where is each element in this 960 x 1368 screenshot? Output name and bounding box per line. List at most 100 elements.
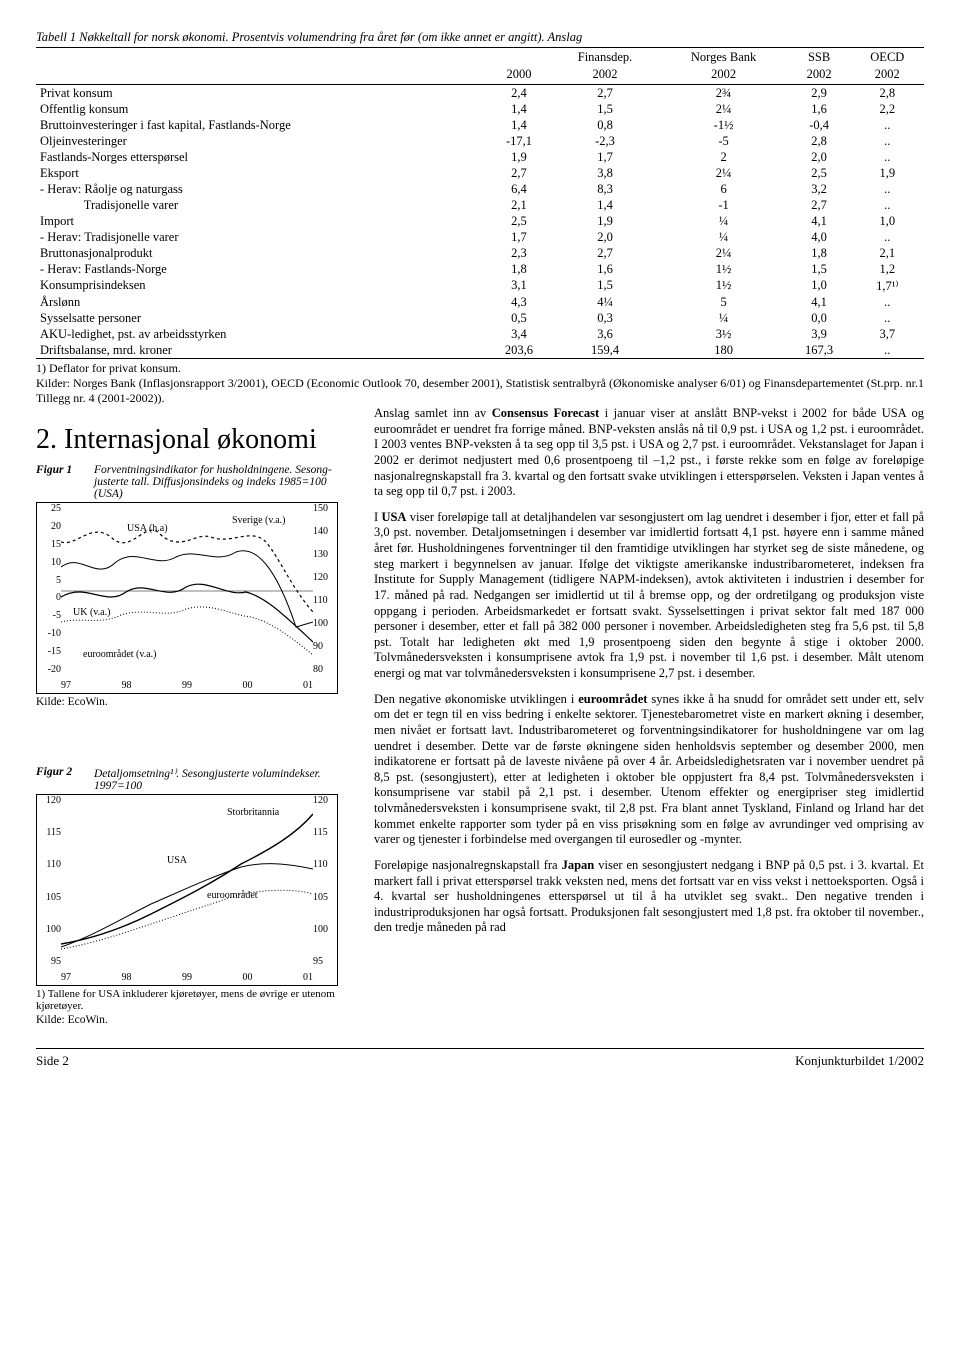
table-cell: 4,1 [788, 294, 851, 310]
figure-2-chart: 12011511010510095 12011511010510095 9798… [36, 794, 338, 986]
table-cell: 1,9 [851, 165, 924, 181]
table-cell: 1,9 [550, 213, 659, 229]
table-cell: 2,7 [550, 85, 659, 102]
table-cell: -2,3 [550, 133, 659, 149]
table-row: Bruttoinvesteringer i fast kapital, Fast… [36, 117, 924, 133]
th: Norges Bank [660, 48, 788, 67]
table-cell: .. [851, 181, 924, 197]
table-cell: 4,3 [487, 294, 550, 310]
figure-2-note: 1) Tallene for USA inkluderer kjøretøyer… [36, 988, 356, 1012]
footnote: Kilder: Norges Bank (Inflasjonsrapport 3… [36, 376, 924, 406]
table-cell: -1 [660, 197, 788, 213]
body-text: Anslag samlet inn av Consensus Forecast … [374, 406, 924, 1026]
table-cell: 3,7 [851, 326, 924, 342]
doc-ref: Konjunkturbildet 1/2002 [795, 1053, 924, 1069]
table-cell: 203,6 [487, 342, 550, 359]
table-cell: 1,0 [851, 213, 924, 229]
table-cell: .. [851, 229, 924, 245]
table-row: Eksport2,73,82¼2,51,9 [36, 165, 924, 181]
table-cell: 1,4 [487, 101, 550, 117]
table-cell: 1,7 [487, 229, 550, 245]
table-cell: 2,8 [788, 133, 851, 149]
table-cell: Import [36, 213, 487, 229]
table-cell: 2 [660, 149, 788, 165]
table-cell: 1,6 [788, 101, 851, 117]
table-cell: 1,8 [788, 245, 851, 261]
table-cell: .. [851, 133, 924, 149]
table-row: Årslønn4,34¼54,1.. [36, 294, 924, 310]
table-cell: 2,0 [550, 229, 659, 245]
table-title: Tabell 1 Nøkkeltall for norsk økonomi. P… [36, 30, 924, 45]
table-cell: 167,3 [788, 342, 851, 359]
table-cell: 1,4 [487, 117, 550, 133]
table-row: Import2,51,9¼4,11,0 [36, 213, 924, 229]
section-heading: 2. Internasjonal økonomi [36, 424, 356, 456]
table-cell: 2¾ [660, 85, 788, 102]
table-cell: 3,8 [550, 165, 659, 181]
table-cell: .. [851, 294, 924, 310]
table-cell: -5 [660, 133, 788, 149]
series-label: euroområdet [207, 890, 258, 901]
table-cell: 2,0 [788, 149, 851, 165]
table-cell: 3,1 [487, 277, 550, 294]
figure-2-source: Kilde: EcoWin. [36, 1014, 356, 1026]
table-cell: 2,8 [851, 85, 924, 102]
table-cell: ¼ [660, 213, 788, 229]
figure-2-title: Figur 2 Detaljomsetning¹⁾. Sesongjustert… [36, 766, 356, 792]
table-cell: 1,7¹⁾ [851, 277, 924, 294]
table-cell: 4,1 [788, 213, 851, 229]
table-cell: 0,0 [788, 310, 851, 326]
table-cell: 4¼ [550, 294, 659, 310]
table-row: Bruttonasjonalprodukt2,32,72¼1,82,1 [36, 245, 924, 261]
table-row: - Herav: Fastlands-Norge1,81,61½1,51,2 [36, 261, 924, 277]
series-label: UK (v.a.) [73, 607, 110, 618]
series-label: USA (h.a) [127, 523, 168, 534]
table-cell: 1,7 [550, 149, 659, 165]
table-row: Sysselsatte personer0,50,3¼0,0.. [36, 310, 924, 326]
table-cell: 0,5 [487, 310, 550, 326]
table-cell: 1,5 [788, 261, 851, 277]
th: 2002 [788, 66, 851, 85]
table-cell: 2,5 [788, 165, 851, 181]
series-label: USA [167, 855, 187, 866]
table-cell: -1½ [660, 117, 788, 133]
table-row: - Herav: Tradisjonelle varer1,72,0¼4,0.. [36, 229, 924, 245]
series-label: Storbritannia [227, 807, 279, 818]
table-cell: - Herav: Tradisjonelle varer [36, 229, 487, 245]
table-cell: Fastlands-Norges etterspørsel [36, 149, 487, 165]
table-cell: Driftsbalanse, mrd. kroner [36, 342, 487, 359]
table-row: Privat konsum2,42,72¾2,92,8 [36, 85, 924, 102]
table-cell: 2,7 [487, 165, 550, 181]
table-cell: Bruttoinvesteringer i fast kapital, Fast… [36, 117, 487, 133]
table-cell: 6 [660, 181, 788, 197]
table-cell: .. [851, 310, 924, 326]
table-cell: 3,6 [550, 326, 659, 342]
table-row: Offentlig konsum1,41,52¼1,62,2 [36, 101, 924, 117]
table-cell: Sysselsatte personer [36, 310, 487, 326]
footnote: 1) Deflator for privat konsum. [36, 361, 924, 376]
table-cell: 2,2 [851, 101, 924, 117]
table-cell: 2,1 [487, 197, 550, 213]
table-cell: Årslønn [36, 294, 487, 310]
figure-1-source: Kilde: EcoWin. [36, 696, 356, 708]
table-cell: 2,7 [788, 197, 851, 213]
series-label: Sverige (v.a.) [232, 515, 286, 526]
table-row: - Herav: Råolje og naturgass6,48,363,2.. [36, 181, 924, 197]
table-cell: 2,7 [550, 245, 659, 261]
series-label: euroområdet (v.a.) [83, 649, 156, 660]
page-footer: Side 2 Konjunkturbildet 1/2002 [36, 1048, 924, 1069]
table-cell: 2¼ [660, 101, 788, 117]
table-cell: 6,4 [487, 181, 550, 197]
table-cell: .. [851, 342, 924, 359]
table-cell: 1,8 [487, 261, 550, 277]
table-cell: - Herav: Fastlands-Norge [36, 261, 487, 277]
table-cell: .. [851, 197, 924, 213]
table-cell: 2,4 [487, 85, 550, 102]
th: 2000 [487, 66, 550, 85]
table-cell: 3½ [660, 326, 788, 342]
figure-1-title: Figur 1 Forventningsindikator for hushol… [36, 464, 356, 500]
th: Finansdep. [550, 48, 659, 67]
table-row: AKU-ledighet, pst. av arbeidsstyrken3,43… [36, 326, 924, 342]
th: 2002 [660, 66, 788, 85]
table-row: Konsumprisindeksen3,11,51½1,01,7¹⁾ [36, 277, 924, 294]
